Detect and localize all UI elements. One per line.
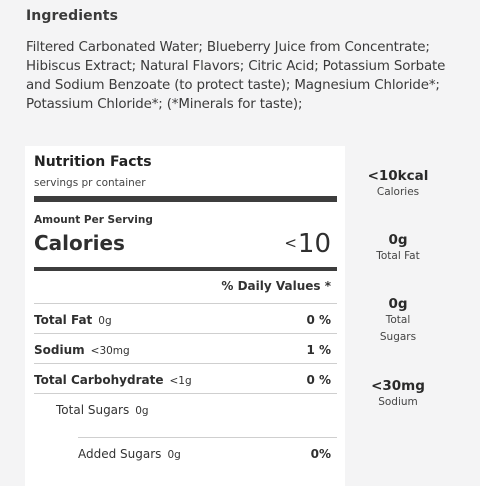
- highlight-label: Sodium: [378, 396, 418, 408]
- nutrient-amount: <1g: [169, 375, 192, 387]
- nutrient-name: Added Sugars 0g: [78, 447, 181, 461]
- nutrient-row-total-sugars: Total Sugars 0g: [34, 393, 337, 424]
- nutrient-amount: <30mg: [90, 345, 130, 357]
- amount-per-serving: Amount Per Serving: [34, 214, 153, 226]
- nutrient-amount: 0g: [167, 449, 181, 461]
- nutrition-facts-panel: Nutrition Facts servings pr container Am…: [25, 146, 345, 486]
- nutrient-row-sodium: Sodium <30mg 1 %: [34, 333, 337, 364]
- ingredients-title: Ingredients: [26, 8, 119, 24]
- nutrient-percent: 0%: [310, 447, 331, 461]
- highlight-value: <30mg: [371, 378, 425, 394]
- calories-label: Calories: [34, 231, 125, 255]
- nutrient-label: Sodium: [34, 343, 85, 357]
- nutrient-name: Sodium <30mg: [34, 343, 130, 357]
- calories-value: <10: [284, 229, 331, 259]
- ingredients-section: Ingredients Filtered Carbonated Water; B…: [26, 8, 466, 114]
- calories-prefix: <: [284, 234, 297, 252]
- nutrient-label: Total Fat: [34, 313, 93, 327]
- nutrient-label: Added Sugars: [78, 447, 162, 461]
- highlight-value: <10kcal: [367, 168, 429, 184]
- nutrient-row-total-carbohydrate: Total Carbohydrate <1g 0 %: [34, 363, 337, 394]
- nutrient-percent: 0 %: [306, 373, 331, 387]
- servings-text: servings pr container: [34, 177, 146, 189]
- nutrient-percent: 0 %: [306, 313, 331, 327]
- nutrient-amount: 0g: [98, 315, 112, 327]
- highlight-label: Calories: [376, 186, 420, 198]
- nutrient-percent: 1 %: [306, 343, 331, 357]
- nutrient-name: Total Sugars 0g: [56, 403, 149, 417]
- highlight-calories: <10kcal Calories: [358, 168, 438, 201]
- nutrient-name: Total Carbohydrate <1g: [34, 373, 192, 387]
- ingredients-text: Filtered Carbonated Water; Blueberry Jui…: [26, 40, 446, 112]
- highlight-value: 0g: [388, 232, 408, 248]
- nutrient-name: Total Fat 0g: [34, 313, 112, 327]
- highlight-sodium: <30mg Sodium: [358, 378, 438, 411]
- nutrient-row-total-fat: Total Fat 0g 0 %: [34, 303, 337, 334]
- nutrient-label: Total Sugars: [56, 403, 130, 417]
- highlight-total-fat: 0g Total Fat: [358, 232, 438, 265]
- medium-divider: [34, 267, 337, 271]
- thick-divider: [34, 196, 337, 202]
- nutrient-label: Total Carbohydrate: [34, 373, 164, 387]
- daily-value-header: % Daily Values *: [221, 279, 331, 293]
- highlight-label: Total Sugars: [379, 314, 417, 343]
- highlight-label: Total Fat: [376, 250, 420, 262]
- highlight-value: 0g: [388, 296, 408, 312]
- calories-number: 10: [297, 229, 331, 259]
- nutrient-amount: 0g: [135, 405, 149, 417]
- nutrition-facts-title: Nutrition Facts: [34, 154, 152, 170]
- nutrient-row-added-sugars: Added Sugars 0g 0%: [78, 437, 337, 468]
- highlight-total-sugars: 0g Total Sugars: [368, 296, 428, 346]
